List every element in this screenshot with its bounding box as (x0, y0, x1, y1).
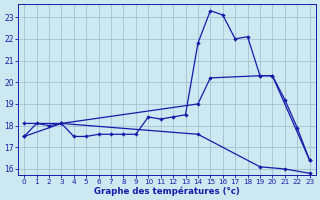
X-axis label: Graphe des températures (°c): Graphe des températures (°c) (94, 186, 240, 196)
